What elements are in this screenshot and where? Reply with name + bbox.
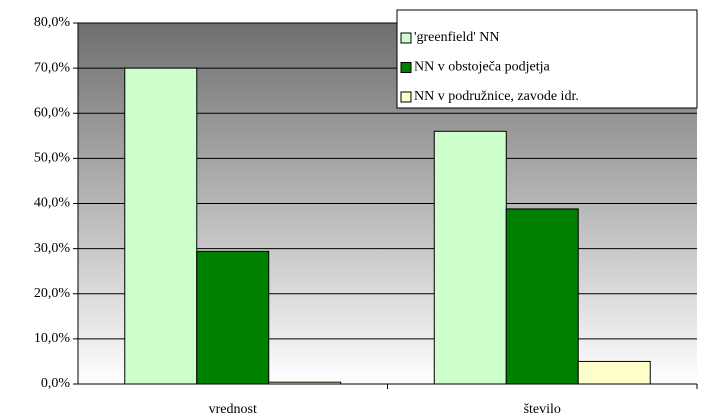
- legend-swatch: [400, 91, 412, 103]
- bar: [433, 130, 507, 385]
- legend-box: [396, 9, 698, 109]
- y-tick-label: 30,0%: [34, 241, 71, 256]
- y-tick-label: 10,0%: [34, 331, 71, 346]
- y-tick-label: 40,0%: [34, 196, 71, 211]
- bar: [505, 208, 579, 385]
- y-tick-label: 70,0%: [34, 60, 71, 75]
- legend-label: NN v podružnice, zavode idr.: [414, 89, 579, 104]
- y-tick-label: 0,0%: [41, 376, 71, 391]
- bar: [577, 360, 651, 385]
- bar: [196, 250, 270, 385]
- bar: [124, 67, 198, 385]
- x-tick-label: vrednost: [209, 402, 257, 417]
- legend-swatch: [400, 62, 412, 73]
- y-tick-label: 80,0%: [34, 15, 71, 30]
- legend-swatch: [400, 32, 412, 44]
- y-tick-label: 50,0%: [34, 151, 71, 166]
- x-tick-label: število: [524, 402, 561, 417]
- bar: [268, 381, 342, 385]
- y-tick-label: 60,0%: [34, 105, 71, 120]
- legend-label: NN v obstoječa podjetja: [414, 60, 550, 75]
- legend-label: 'greenfield' NN: [414, 30, 500, 45]
- y-tick-label: 20,0%: [34, 286, 71, 301]
